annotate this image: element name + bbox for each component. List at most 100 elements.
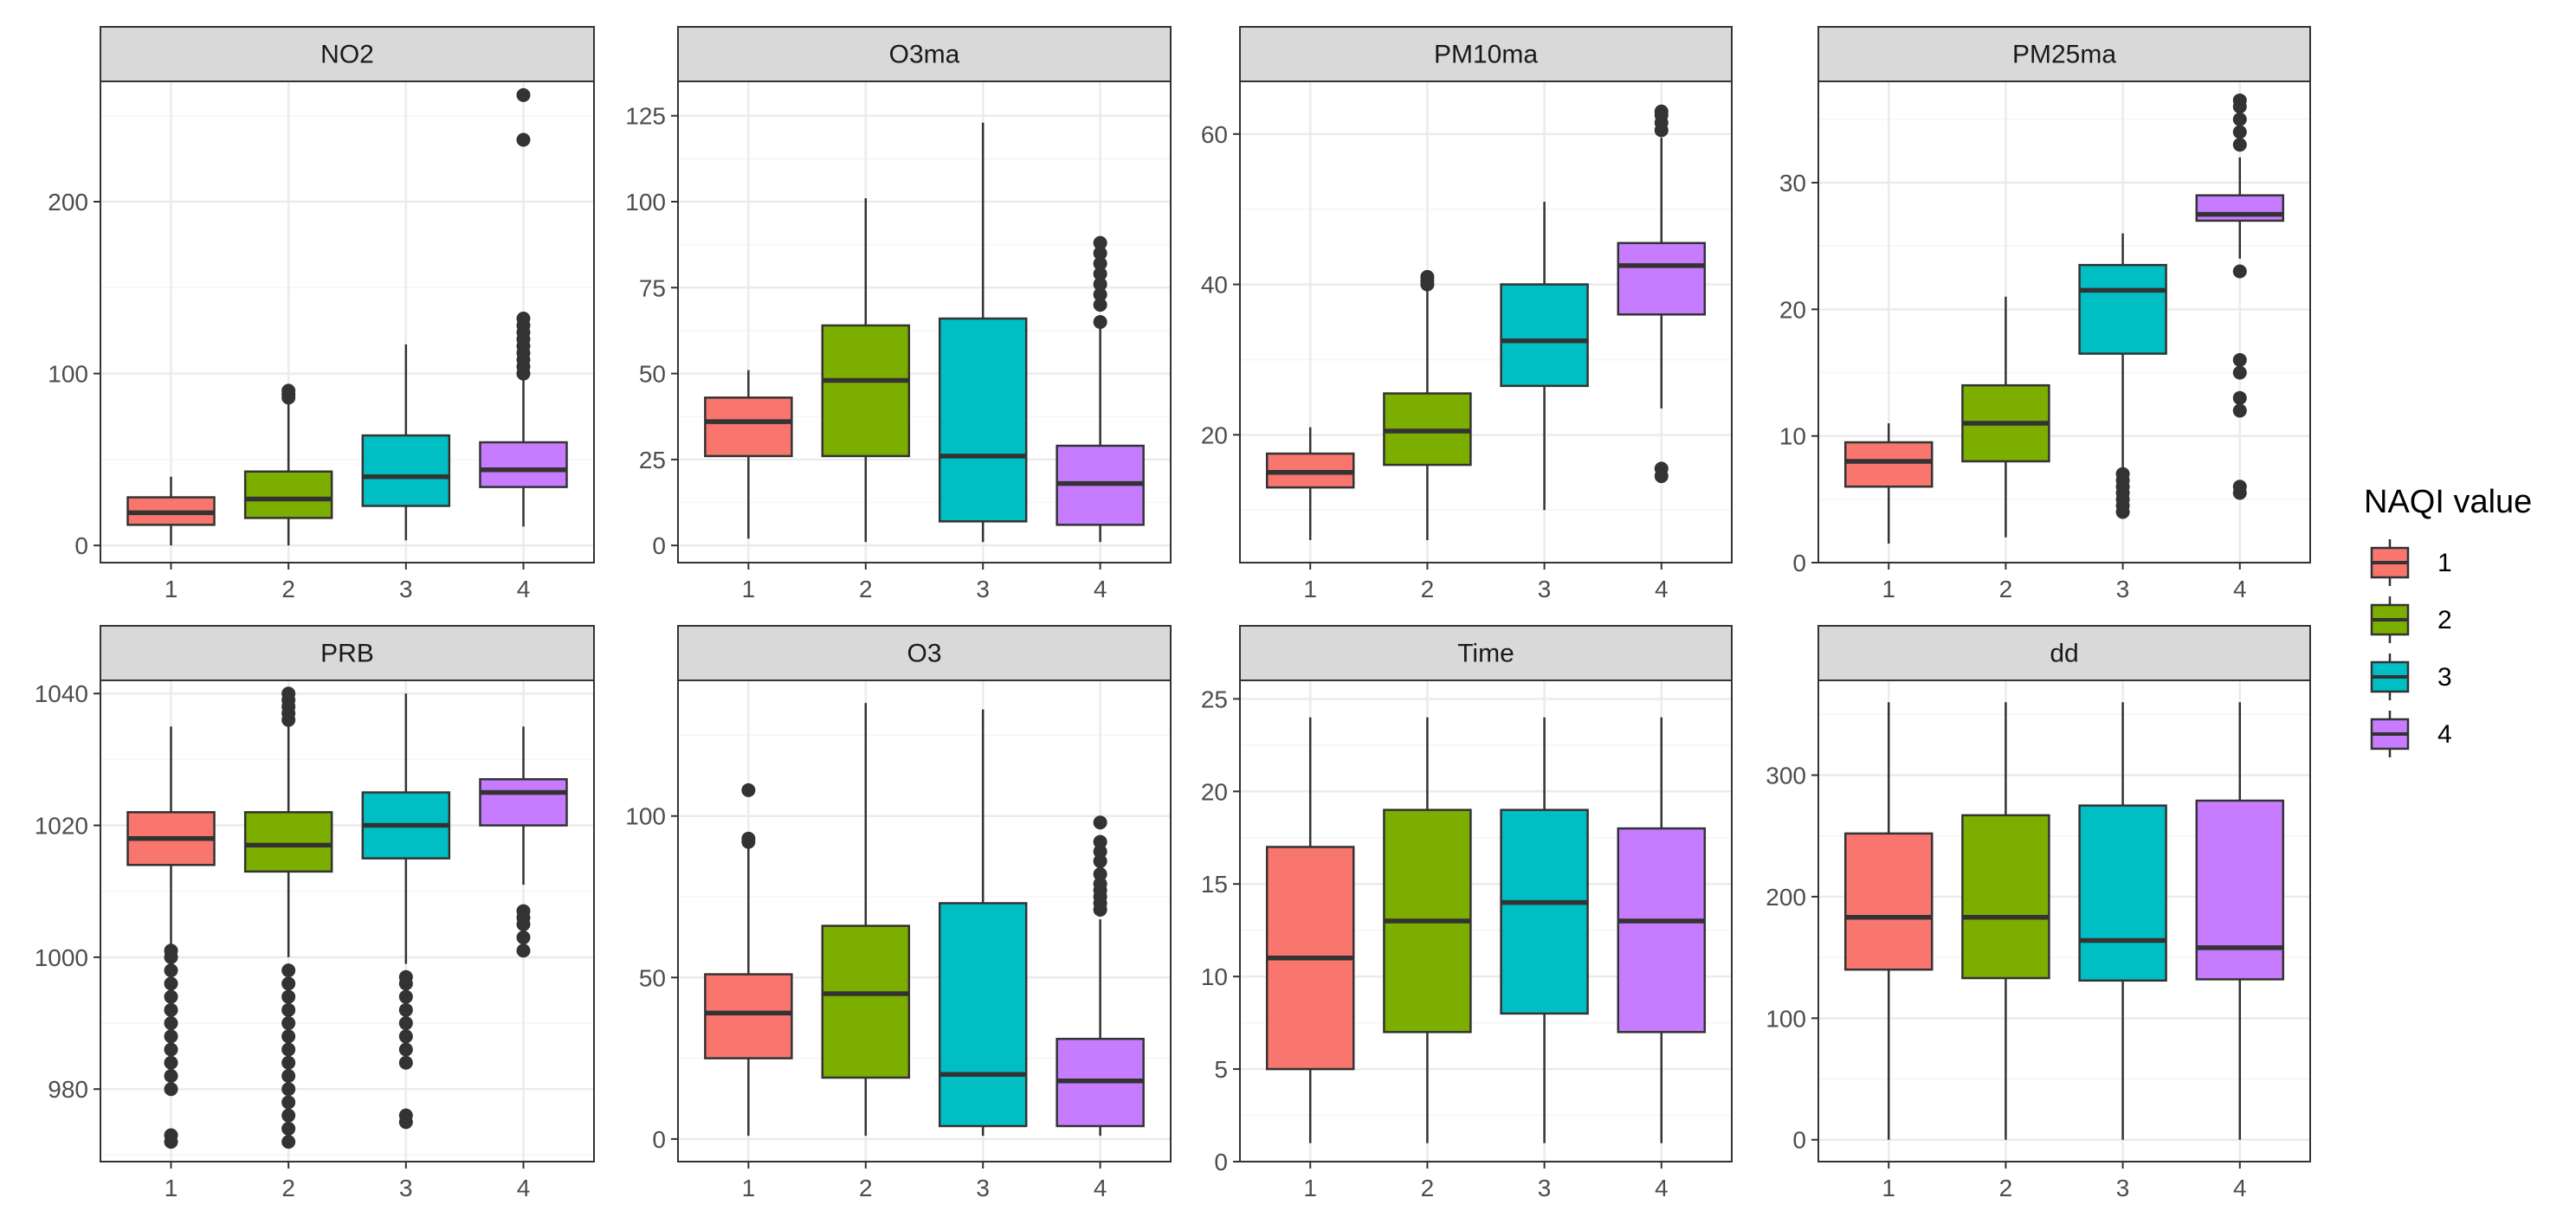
box-2	[1961, 702, 2050, 1140]
facet-panel-dd: dd 0 100 200 300 1 2 3 4	[1766, 625, 2311, 1201]
outlier-point	[398, 1016, 413, 1031]
y-tick-label: 20	[1201, 778, 1228, 805]
box-body	[938, 317, 1028, 523]
box-body	[2078, 263, 2167, 355]
outlier-point	[398, 1002, 413, 1017]
legend-label: 1	[2437, 549, 2452, 577]
facet-strip	[100, 26, 595, 82]
box-body	[1617, 827, 1707, 1034]
panel-border	[1239, 80, 1733, 563]
box-2	[821, 198, 911, 543]
y-tick-label: 1000	[35, 944, 88, 971]
y-tick-label: 980	[48, 1076, 88, 1103]
box-2	[821, 703, 911, 1137]
outlier-point	[1093, 866, 1107, 881]
outlier-point	[398, 1108, 413, 1123]
x-tick-label: 1	[165, 1175, 178, 1201]
box-1	[1843, 423, 1934, 544]
facet-panel-no2: NO2 0 100 200 1 2 3 4	[48, 26, 595, 602]
y-tick-label: 20	[1201, 422, 1228, 448]
facet-strip-label: Time	[1457, 640, 1514, 668]
legend-label: 4	[2437, 720, 2452, 749]
box-body	[1961, 814, 2050, 980]
box-4	[1056, 815, 1145, 1137]
box-body	[243, 470, 333, 519]
box-body	[1500, 283, 1589, 388]
legend-entry-3: 3	[2370, 654, 2452, 700]
x-tick-label: 2	[1421, 1175, 1435, 1201]
x-tick-label: 2	[859, 576, 873, 602]
outlier-point	[164, 1016, 178, 1031]
facet-panel-prb: PRB 980 1000 1020 1040 1 2 3 4	[35, 625, 595, 1201]
panel-border	[100, 80, 595, 563]
box-1	[704, 782, 793, 1137]
box-body	[821, 324, 911, 458]
facet-panel-o3: O3 0 50 100 1 2 3 4	[625, 625, 1172, 1201]
y-tick-label: 300	[1766, 763, 1806, 789]
outlier-point	[398, 1029, 413, 1044]
box-2	[243, 383, 333, 546]
y-tick-label: 100	[625, 189, 666, 216]
outlier-point	[281, 989, 296, 1004]
outlier-point	[516, 943, 531, 958]
y-tick-label: 40	[1201, 272, 1228, 299]
outlier-point	[2115, 467, 2130, 481]
outlier-point	[398, 989, 413, 1004]
y-tick-label: 0	[1792, 1127, 1806, 1154]
box-4	[479, 726, 568, 958]
y-tick-label: 25	[1201, 686, 1228, 712]
panel-border	[100, 679, 595, 1162]
outlier-point	[398, 969, 413, 984]
facet-strip	[100, 625, 595, 681]
box-body	[704, 973, 793, 1059]
facet-strip-label: PM10ma	[1434, 41, 1538, 69]
x-tick-label: 1	[742, 1175, 756, 1201]
box-3	[1500, 717, 1589, 1143]
y-tick-label: 25	[639, 447, 666, 473]
y-tick-label: 0	[1792, 550, 1806, 576]
facet-strip-label: dd	[2050, 640, 2078, 668]
panel-border	[677, 80, 1172, 563]
outlier-point	[164, 1002, 178, 1017]
outlier-point	[2232, 365, 2247, 380]
y-tick-label: 200	[1766, 884, 1806, 911]
outlier-point	[164, 1128, 178, 1143]
box-body	[1617, 241, 1707, 316]
outlier-point	[1093, 834, 1107, 849]
box-4	[1056, 235, 1145, 543]
outlier-point	[1093, 277, 1107, 292]
x-tick-label: 1	[1882, 1175, 1895, 1201]
outlier-point	[1093, 246, 1107, 261]
facet-strip	[1239, 26, 1733, 82]
panel-border	[677, 679, 1172, 1162]
box-2	[1383, 717, 1472, 1143]
facet-strip-label: PM25ma	[2012, 41, 2116, 69]
x-tick-label: 3	[1538, 1175, 1552, 1201]
outlier-point	[741, 782, 756, 797]
y-tick-label: 60	[1201, 121, 1228, 148]
outlier-point	[2232, 264, 2247, 279]
outlier-point	[164, 1042, 178, 1057]
outlier-point	[164, 1082, 178, 1097]
x-tick-label: 3	[2116, 576, 2130, 602]
facet-panel-time: Time 0 5 10 15 20 25 1 2 3 4	[1201, 625, 1733, 1201]
x-tick-label: 4	[2233, 1175, 2247, 1201]
box-4	[1617, 717, 1707, 1143]
box-3	[938, 122, 1028, 543]
y-tick-label: 10	[1779, 423, 1806, 450]
facet-panel-pm10ma: PM10ma 20 40 60 1 2 3 4	[1201, 26, 1733, 602]
box-3	[2078, 233, 2167, 519]
facet-panel-pm25ma: PM25ma 0 10 20 30 1 2 3 4	[1779, 26, 2311, 602]
outlier-point	[1420, 269, 1435, 284]
box-3	[938, 709, 1028, 1137]
y-tick-label: 0	[1214, 1149, 1228, 1175]
y-tick-label: 100	[48, 361, 88, 388]
x-tick-label: 4	[2233, 576, 2247, 602]
outlier-point	[281, 1042, 296, 1057]
outlier-point	[1093, 315, 1107, 329]
outlier-point	[1093, 235, 1107, 250]
panel-border	[1817, 679, 2311, 1162]
facet-strip	[1239, 625, 1733, 681]
box-body	[821, 924, 911, 1079]
outlier-point	[281, 686, 296, 701]
